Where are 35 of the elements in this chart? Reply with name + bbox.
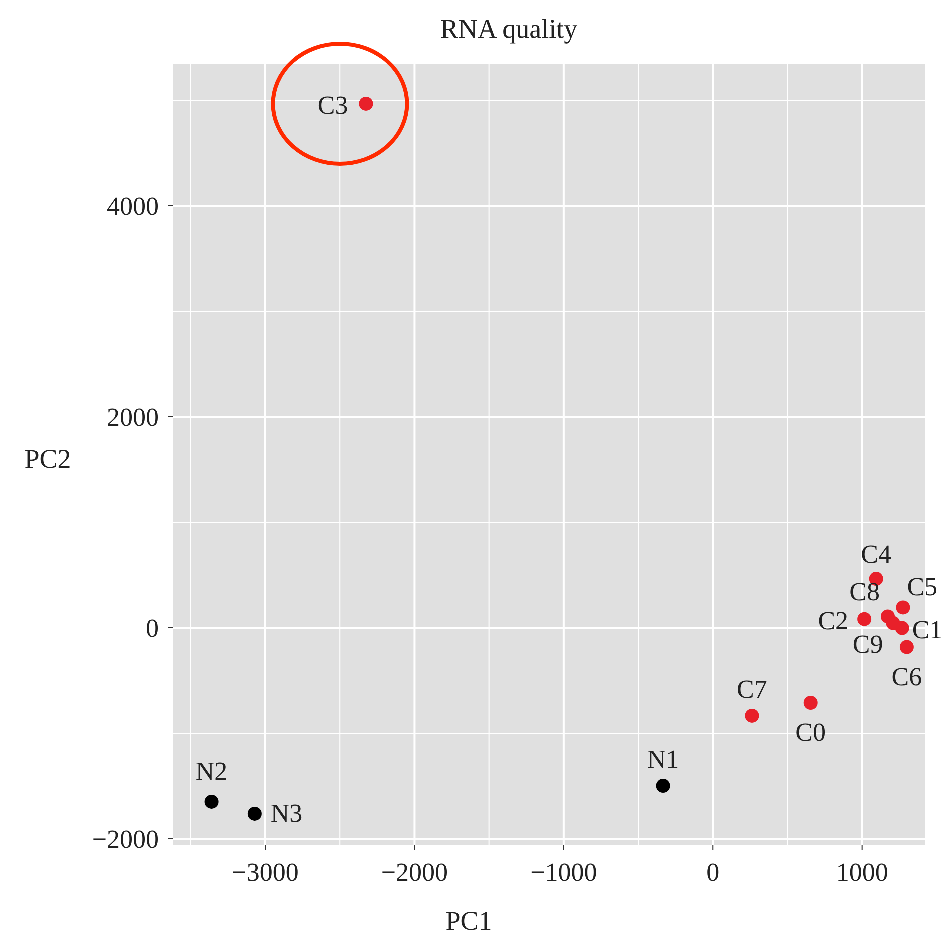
annotation: C0	[796, 718, 826, 747]
annotation: C4	[861, 540, 892, 570]
annotation: C8	[850, 578, 880, 607]
annotation: C5	[907, 572, 938, 602]
annotation: N3	[270, 798, 303, 828]
x-tick-label: 0	[706, 858, 720, 887]
point	[359, 96, 374, 111]
x-tick-label: 1000	[836, 858, 888, 887]
annotation: N1	[647, 745, 680, 774]
y-tick-label: −2000	[92, 824, 159, 854]
point	[858, 612, 872, 626]
x-axis-title: PC1	[446, 906, 492, 936]
annotation: N2	[196, 756, 228, 786]
point	[900, 640, 914, 654]
annotation: C6	[892, 662, 922, 692]
chart-title: RNA quality	[440, 14, 578, 44]
annotation: C9	[852, 630, 884, 660]
x-tick-label: −1000	[530, 858, 598, 887]
point	[745, 708, 760, 723]
y-tick-label: 0	[146, 614, 159, 643]
point	[656, 779, 670, 794]
annotation: C7	[737, 674, 768, 704]
annotation: C3	[318, 90, 348, 120]
point	[204, 794, 219, 809]
point	[248, 806, 262, 821]
annotation: C2	[818, 606, 849, 636]
y-tick-label: 4000	[107, 192, 159, 221]
annotation: C1	[912, 615, 943, 644]
point	[896, 600, 910, 615]
x-tick-label: −3000	[232, 858, 299, 887]
y-tick-label: 2000	[107, 402, 159, 432]
y-axis-title: PC2	[24, 444, 72, 474]
point	[804, 696, 818, 710]
point	[886, 616, 900, 630]
x-tick-label: −2000	[381, 858, 448, 887]
